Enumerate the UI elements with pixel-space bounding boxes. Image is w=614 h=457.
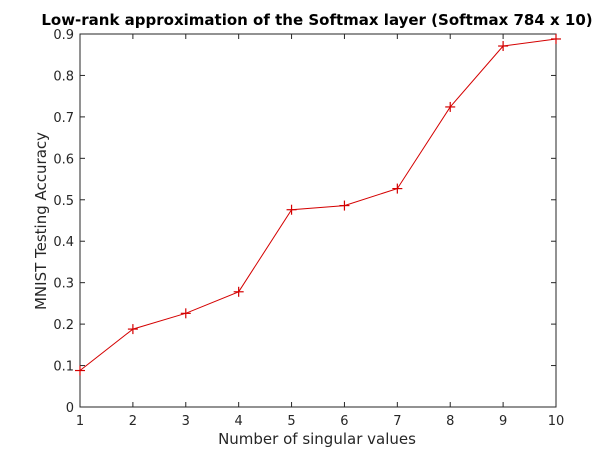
y-axis-label: MNIST Testing Accuracy <box>32 132 50 310</box>
y-tick-label: 0.8 <box>53 69 74 84</box>
data-point-marker <box>392 183 403 194</box>
x-axis: 1 2 3 4 5 6 7 8 9 10 <box>76 34 564 429</box>
x-tick-label: 2 <box>129 414 137 429</box>
data-point-marker <box>180 308 191 319</box>
y-tick-label: 0.1 <box>53 360 74 375</box>
x-tick-label: 6 <box>340 414 348 429</box>
x-tick-label: 10 <box>548 414 565 429</box>
x-tick-label: 5 <box>287 414 295 429</box>
axes-box <box>79 33 557 408</box>
y-tick-label: 0.5 <box>53 194 74 209</box>
data-point-marker <box>445 101 456 112</box>
data-point-marker <box>551 33 561 44</box>
data-point-marker <box>75 365 85 376</box>
y-tick-label: 0.2 <box>53 318 74 333</box>
x-tick-label: 3 <box>182 414 190 429</box>
x-tick-label: 1 <box>76 414 84 429</box>
data-point-marker <box>286 204 297 215</box>
x-axis-label: Number of singular values <box>218 430 416 448</box>
x-tick-label: 8 <box>446 414 454 429</box>
data-point-marker <box>233 286 244 297</box>
y-tick-label: 0.6 <box>53 152 74 167</box>
y-tick-label: 0.3 <box>53 277 74 292</box>
data-point-marker <box>498 41 509 52</box>
y-tick-label: 0.9 <box>53 28 74 43</box>
y-axis: 0 0.1 0.2 0.3 0.4 0.5 0.6 0.7 0.8 0.9 <box>53 28 556 416</box>
y-tick-label: 0 <box>66 401 74 416</box>
y-tick-label: 0.7 <box>53 111 74 126</box>
chart-title: Low-rank approximation of the Softmax la… <box>41 11 592 29</box>
data-point-marker <box>339 200 350 211</box>
series-line <box>79 38 557 371</box>
x-tick-label: 7 <box>393 414 401 429</box>
y-tick-label: 0.4 <box>53 235 74 250</box>
data-point-marker <box>127 324 138 335</box>
series-layer <box>75 33 561 376</box>
plot-area <box>79 33 557 408</box>
x-tick-label: 9 <box>499 414 507 429</box>
x-tick-label: 4 <box>235 414 243 429</box>
